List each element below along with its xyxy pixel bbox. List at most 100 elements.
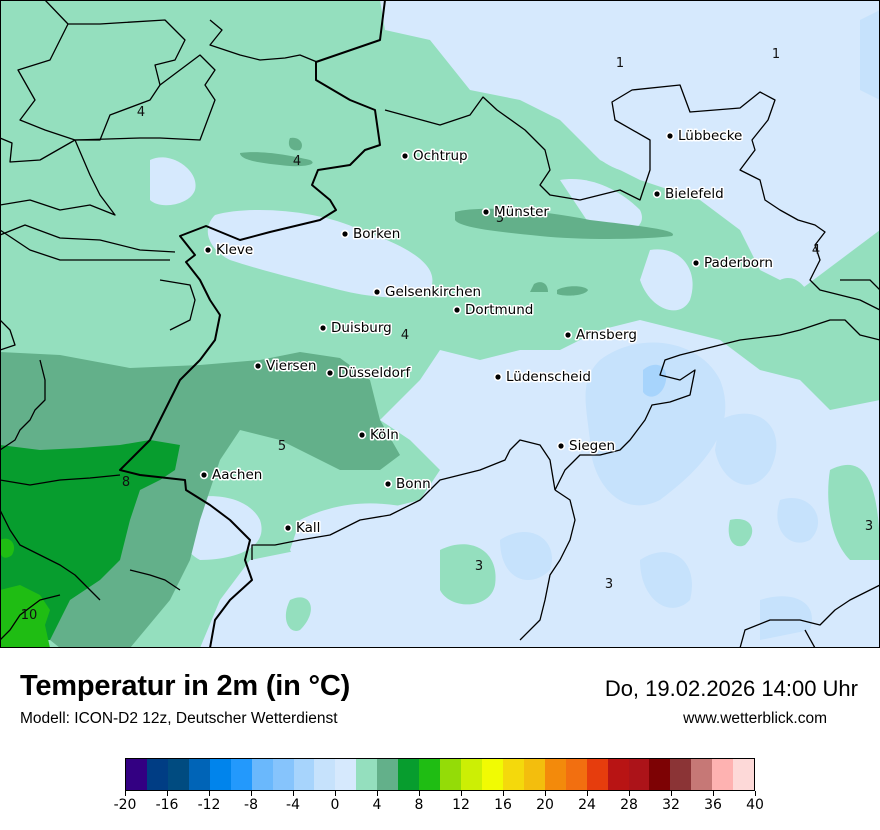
city-marker[interactable]: Kall [283,519,322,538]
city-marker[interactable]: Duisburg [318,319,393,338]
city-label: Paderborn [704,255,773,271]
city-marker[interactable]: Ochtrup [400,147,469,166]
colorbar-segment [230,759,252,790]
contour-label: 3 [475,559,483,574]
temperature-colorbar [125,758,755,791]
city-marker[interactable]: Köln [357,426,400,445]
contour-label: 8 [122,475,130,490]
city-marker[interactable]: Siegen [556,437,617,456]
colorbar-tick-label: 0 [330,797,340,813]
colorbar-segment [126,759,147,790]
temperature-map[interactable]: 1 1 4 4 5 4 4 5 8 3 3 3 10 Ochtrup Lübbecke Bielefeld M… [0,0,880,648]
colorbar-segment [691,759,713,790]
colorbar-tick [166,791,168,796]
city-label: Gelsenkirchen [385,284,481,300]
city-marker[interactable]: Bielefeld [652,185,725,204]
colorbar-segment [502,759,524,790]
city-marker[interactable]: Arnsberg [563,326,638,345]
colorbar-tick-label: 24 [578,797,596,813]
colorbar-tick [292,791,294,796]
city-dot-icon [359,432,365,438]
city-label: Viersen [266,358,316,374]
city-marker[interactable]: Lüdenscheid [493,368,592,387]
forecast-datetime: Do, 19.02.2026 14:00 Uhr [604,676,858,701]
colorbar-ticks: -20 -16 -12 -8 -4 0 4 8 12 16 20 24 28 32 36 40 [114,791,764,821]
colorbar-tick-label: 4 [372,797,382,813]
contour-label: 4 [293,154,301,169]
colorbar-segment [481,759,503,790]
colorbar-tick-label: -16 [155,797,179,813]
colorbar-segment [398,759,420,790]
city-marker[interactable]: Viersen [253,357,318,376]
region-2-4 [0,0,880,648]
colorbar-segment [461,759,482,790]
city-marker[interactable]: Münster [481,203,551,222]
city-label: Dortmund [465,302,533,318]
city-dot-icon [483,209,489,215]
colorbar-segment [335,759,357,790]
contour-label: 3 [865,519,873,534]
contour-label: 4 [137,105,145,120]
colorbar-segment [565,759,587,790]
colorbar-segment [607,759,629,790]
colorbar-segment [628,759,650,790]
colorbar-segment [251,759,273,790]
colorbar-tick [418,791,420,796]
website-link[interactable]: www.wetterblick.com [683,710,827,727]
city-dot-icon [402,153,408,159]
contour-label: 5 [496,211,504,226]
colorbar-tick-label: 16 [494,797,512,813]
colorbar-tick [586,791,588,796]
colorbar-segment [188,759,210,790]
city-marker[interactable]: Kleve [203,241,255,260]
city-dot-icon [327,370,333,376]
colorbar-tick-label: 8 [414,797,424,813]
city-label: Arnsberg [576,327,637,343]
model-info: Modell: ICON-D2 12z, Deutscher Wetterdie… [20,710,338,727]
city-dot-icon [320,325,326,331]
contour-label: 5 [278,439,286,454]
colorbar-tick [460,791,462,796]
city-label: Ochtrup [413,148,468,164]
city-label: Siegen [569,438,615,454]
city-marker[interactable]: Lübbecke [665,127,744,146]
colorbar-tick [124,791,126,796]
city-marker[interactable]: Paderborn [691,254,774,273]
contour-label: 1 [616,56,624,71]
city-dot-icon [558,443,564,449]
city-label: Lübbecke [678,128,742,144]
colorbar-tick [208,791,210,796]
city-marker[interactable]: Bonn [383,475,432,494]
contour-label: 4 [401,328,409,343]
city-label: Bonn [396,476,431,492]
colorbar-tick [712,791,714,796]
city-marker[interactable]: Dortmund [452,301,535,320]
city-dot-icon [667,133,673,139]
region-8-10 [0,538,50,648]
colorbar-tick-label: -12 [197,797,221,813]
colorbar-tick-label: 28 [620,797,638,813]
city-label: Kall [296,520,320,536]
city-dot-icon [565,332,571,338]
city-label: Lüdenscheid [506,369,591,385]
city-marker[interactable]: Borken [340,225,402,244]
colorbar-tick-label: 40 [746,797,764,813]
city-dot-icon [255,363,261,369]
city-marker[interactable]: Aachen [199,466,264,485]
colorbar-tick-label: 32 [662,797,680,813]
colorbar-tick-label: -8 [244,797,258,813]
colorbar-segment [733,759,755,790]
city-marker[interactable]: Düsseldorf [325,364,413,383]
city-marker[interactable]: Gelsenkirchen [372,283,483,302]
contour-label: 4 [812,243,820,258]
city-dot-icon [654,191,660,197]
colorbar-segment [377,759,399,790]
colorbar-tick-label: -4 [286,797,300,813]
colorbar-tick [544,791,546,796]
city-label: Borken [353,226,400,242]
border-lines [0,0,880,648]
colorbar-tick [628,791,630,796]
colorbar-tick [670,791,672,796]
city-dot-icon [374,289,380,295]
map-footer: Temperatur in 2m (in °C) Modell: ICON-D2… [0,648,880,830]
